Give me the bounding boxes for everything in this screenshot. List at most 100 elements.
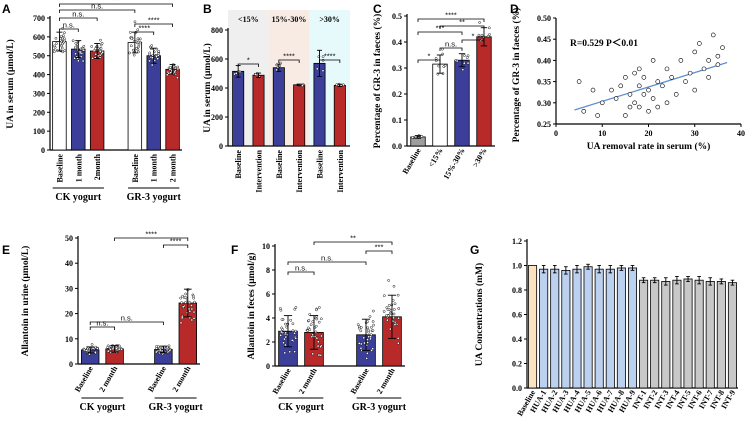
- scatter-point-d-3: [590, 87, 596, 93]
- point-e-4: [184, 301, 187, 304]
- sig-bracket-f-2: [287, 261, 367, 265]
- point-e-1: [91, 347, 95, 350]
- point-c-4: [486, 34, 490, 38]
- point-a-3: [92, 49, 96, 53]
- bar-g-10: [627, 267, 638, 389]
- point-a-4: [133, 20, 137, 24]
- x-tick-label-d: 40: [737, 129, 745, 138]
- sig-bracket-c-5: [439, 25, 485, 29]
- point-a-2: [77, 59, 80, 63]
- panel-label-f: F: [231, 243, 238, 257]
- scatter-point-d-25: [655, 104, 661, 110]
- point-e-1: [90, 343, 94, 346]
- point-a-3: [91, 56, 94, 60]
- y-tick-label-b: 400: [211, 84, 223, 93]
- sig-label-c-6: ****: [445, 11, 457, 20]
- point-a-6: [173, 70, 177, 74]
- bar-a-5: [146, 55, 161, 151]
- point-f-4: [387, 304, 391, 307]
- scatter-point-d-12: [627, 92, 633, 97]
- scatter-point-d-23: [650, 58, 656, 63]
- point-c-4: [478, 21, 481, 24]
- sig-bracket-c-1: [417, 59, 441, 63]
- sig-label-e-2: n.s.: [121, 314, 133, 323]
- scatter-point-d-41: [715, 53, 721, 59]
- bar-b-2: [252, 74, 265, 147]
- y-tick-label-f: 8: [266, 266, 270, 275]
- point-a-5: [157, 53, 160, 57]
- scatter-point-d-33: [687, 70, 693, 76]
- category-label-a-5: 1 month: [150, 153, 159, 182]
- point-a-2: [82, 44, 86, 48]
- point-e-2: [114, 347, 118, 350]
- category-label-c-3: 15%-30%: [442, 147, 467, 182]
- band-label-b-1: <15%: [238, 15, 259, 24]
- point-f-2: [314, 324, 318, 328]
- point-c-3: [461, 68, 465, 72]
- point-e-4: [179, 296, 183, 300]
- point-a-2: [71, 39, 75, 43]
- bar-g-18: [716, 281, 726, 389]
- y-tick-label-a: 600: [33, 33, 45, 42]
- category-label-b-1: Baseline: [234, 150, 243, 179]
- point-f-4: [382, 310, 386, 313]
- y-tick-label-f: 2: [266, 338, 270, 347]
- y-tick-label-g: 1.0: [512, 262, 522, 271]
- point-a-3: [98, 53, 102, 57]
- scatter-point-d-39: [706, 75, 711, 80]
- point-e-4: [184, 296, 188, 300]
- point-a-4: [130, 44, 133, 48]
- sig-bracket-f-4: [313, 241, 393, 245]
- y-tick-label-c: 0.4: [392, 38, 402, 47]
- panel-label-c: C: [373, 2, 382, 16]
- scatter-point-d-38: [706, 58, 711, 63]
- category-label-f-3: Baseline: [349, 366, 371, 396]
- y-tick-label-a: 300: [33, 89, 45, 98]
- y-tick-label-e: 50: [65, 234, 73, 243]
- point-e-3: [155, 344, 158, 348]
- category-label-b-3: Baseline: [275, 150, 284, 179]
- point-f-4: [392, 312, 396, 316]
- point-f-4: [385, 306, 389, 309]
- scatter-point-d-40: [710, 32, 716, 38]
- point-f-1: [280, 318, 284, 321]
- panel-label-e: E: [2, 243, 10, 257]
- point-a-3: [99, 47, 103, 50]
- point-e-2: [117, 347, 121, 351]
- category-label-a-4: Baseline: [131, 154, 140, 183]
- y-axis-title-g: UA Concentrations (mM): [474, 263, 485, 366]
- bar-g-1: [528, 265, 538, 389]
- scatter-point-d-34: [692, 49, 698, 55]
- category-label-a-1: Baseline: [55, 154, 64, 183]
- sig-label-c-1: *: [428, 52, 431, 61]
- group-label-f-1: CK yogurt: [278, 402, 325, 413]
- y-tick-label-d: 0.35: [537, 78, 551, 87]
- point-f-3: [372, 309, 375, 313]
- point-a-4: [128, 51, 131, 55]
- category-label-e-2: 2 month: [97, 364, 119, 393]
- point-a-6: [176, 76, 179, 80]
- sig-label-c-3: *: [472, 32, 475, 41]
- point-f-2: [307, 319, 311, 322]
- point-f-3: [371, 347, 375, 350]
- bar-g-11: [639, 279, 649, 389]
- sig-label-e-3: ****: [170, 237, 182, 246]
- group-label-e-2: GR-3 yogurt: [149, 402, 204, 413]
- scatter-point-d-14: [632, 100, 637, 106]
- y-tick-label-b: 800: [211, 26, 223, 35]
- point-a-6: [176, 67, 180, 71]
- fit-line-d: [574, 61, 728, 111]
- y-tick-label-g: 0.0: [512, 384, 522, 393]
- y-tick-label-b: 200: [211, 113, 223, 122]
- bar-g-13: [661, 281, 671, 389]
- point-c-3: [455, 59, 459, 63]
- point-f-4: [386, 318, 389, 322]
- sig-label-b-2: ****: [283, 52, 295, 61]
- point-a-1: [60, 46, 64, 50]
- y-tick-label-g: 0.6: [512, 311, 522, 320]
- point-f-4: [393, 302, 397, 306]
- scatter-point-d-29: [669, 75, 674, 80]
- sig-label-b-1: *: [247, 56, 250, 65]
- scatter-point-d-37: [701, 66, 707, 72]
